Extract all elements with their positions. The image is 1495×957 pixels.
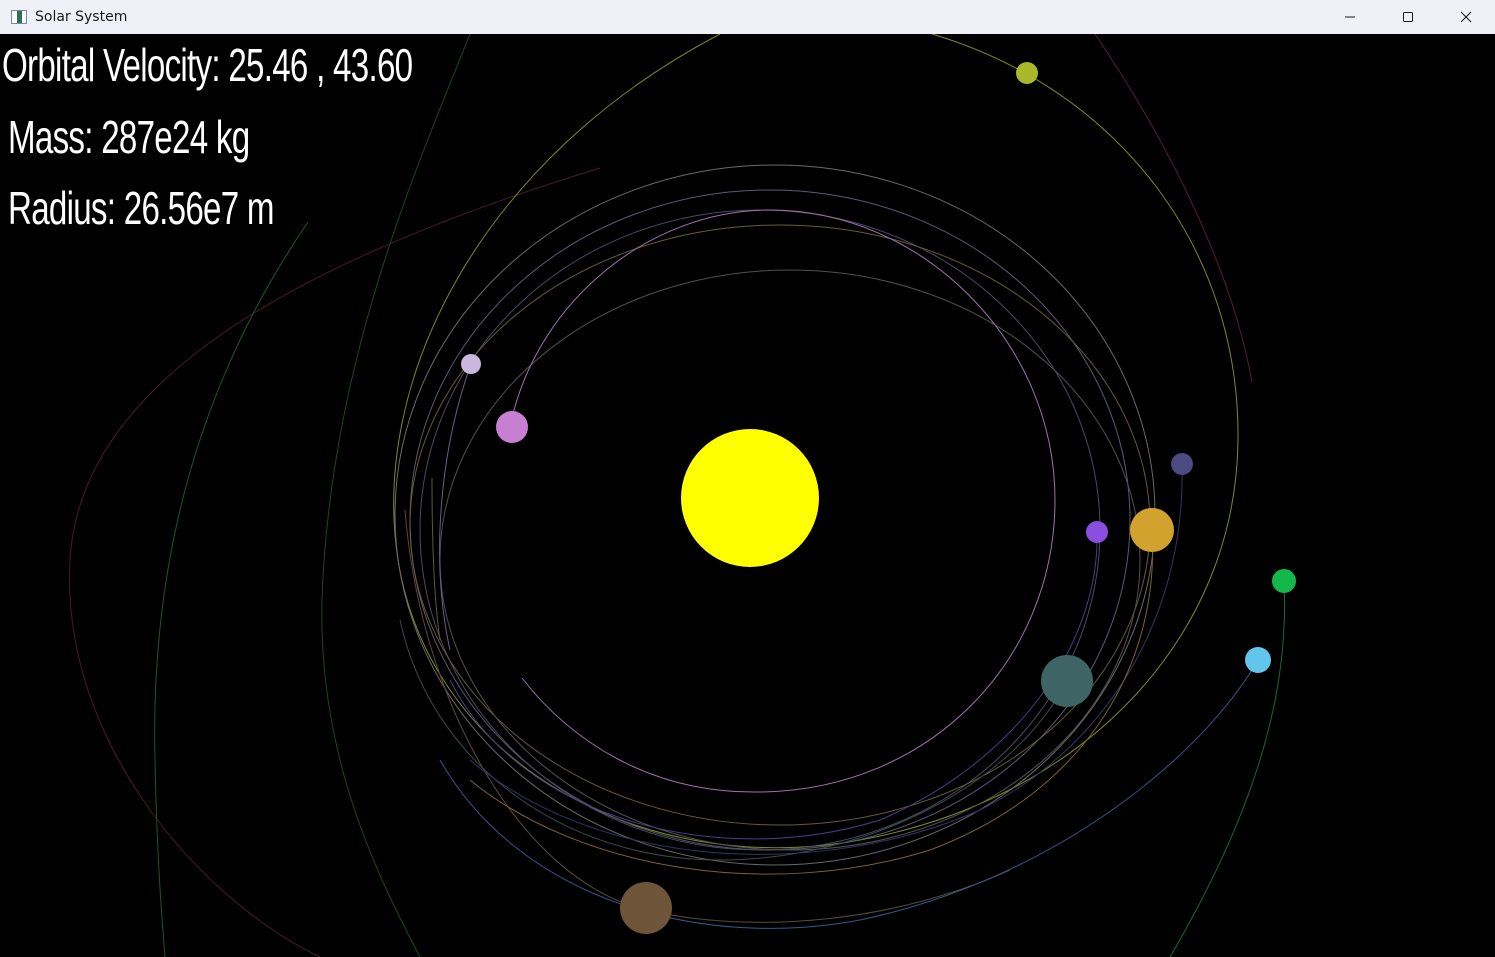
mass-readout: Mass: 287e24 kg bbox=[8, 110, 249, 164]
planet-yellowgreen[interactable] bbox=[1016, 62, 1038, 84]
planet-violet[interactable] bbox=[1086, 521, 1108, 543]
window-title: Solar System bbox=[35, 9, 127, 25]
orbit-trail-skyblue bbox=[440, 660, 1258, 928]
planet-teal[interactable] bbox=[1041, 655, 1093, 707]
orbit-trail-yellowgreen bbox=[394, 34, 1238, 848]
planet-gold[interactable] bbox=[1130, 508, 1174, 552]
maximize-button[interactable] bbox=[1379, 0, 1437, 34]
maximize-icon bbox=[1402, 11, 1414, 23]
planet-lavender[interactable] bbox=[461, 354, 481, 374]
orbit-trail-gold bbox=[470, 530, 1153, 874]
orbit-trails bbox=[69, 34, 1284, 957]
orbit-trail-violet bbox=[450, 532, 1097, 839]
title-bar: Solar System bbox=[0, 0, 1495, 34]
radius-readout: Radius: 26.56e7 m bbox=[8, 181, 274, 235]
bodies bbox=[461, 62, 1296, 934]
planet-brown[interactable] bbox=[620, 882, 672, 934]
app-window-icon bbox=[11, 10, 27, 24]
planet-slateblue[interactable] bbox=[1171, 453, 1193, 475]
solar-system-scene bbox=[0, 34, 1495, 957]
window-controls bbox=[1321, 0, 1495, 34]
orbit-trail-stub bbox=[432, 478, 440, 640]
close-icon bbox=[1460, 11, 1472, 23]
orbit-trail-red bbox=[69, 168, 600, 957]
orbit-trail-brown bbox=[405, 510, 1010, 922]
orbit-trail-maroon-right bbox=[1095, 34, 1252, 382]
orbit-trail-ring-e bbox=[440, 270, 1140, 850]
minimize-icon bbox=[1344, 11, 1356, 23]
planet-green[interactable] bbox=[1272, 569, 1296, 593]
orbit-trail-teal bbox=[400, 620, 1067, 860]
sun[interactable] bbox=[681, 429, 819, 567]
minimize-button[interactable] bbox=[1321, 0, 1379, 34]
orbit-trail-green-right bbox=[1170, 582, 1285, 957]
orbital-velocity-readout: Orbital Velocity: 25.46 , 43.60 bbox=[2, 38, 412, 92]
planet-skyblue[interactable] bbox=[1245, 647, 1271, 673]
simulation-canvas[interactable]: Orbital Velocity: 25.46 , 43.60 Mass: 28… bbox=[0, 34, 1495, 957]
orbit-trail-green-outer bbox=[155, 222, 308, 957]
planet-orchid[interactable] bbox=[496, 411, 528, 443]
close-button[interactable] bbox=[1437, 0, 1495, 34]
